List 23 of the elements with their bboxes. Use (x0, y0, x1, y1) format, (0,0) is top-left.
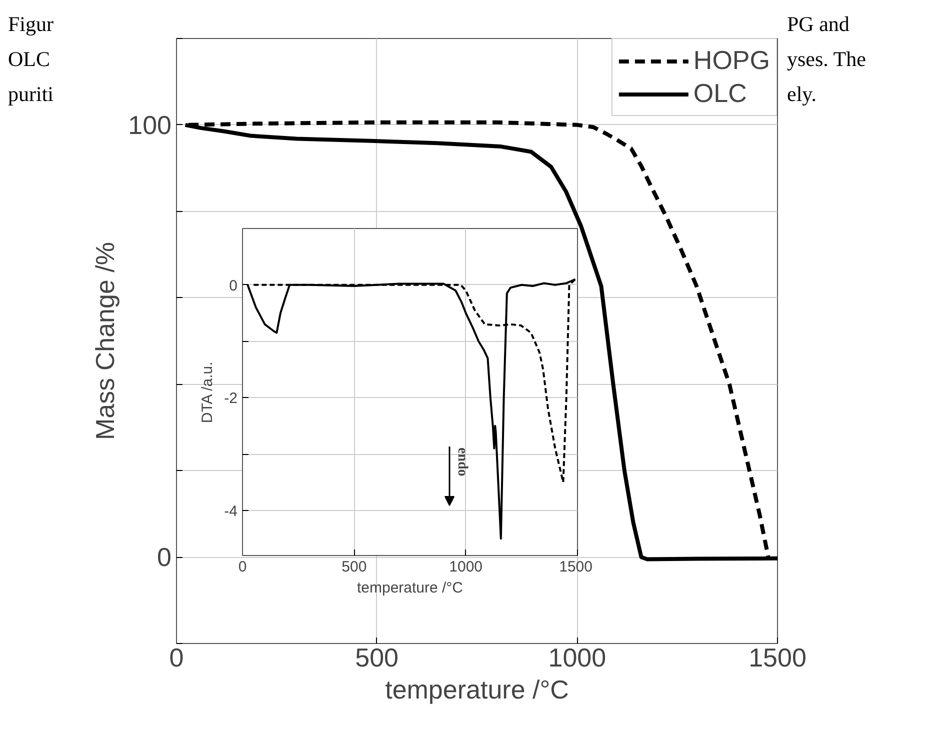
y-axis-title: Mass Change /% (90, 242, 120, 440)
x-tick-label: 1500 (559, 558, 593, 576)
text: puriti (8, 82, 54, 106)
legend-label: HOPG (693, 45, 770, 76)
text: Figur (8, 12, 54, 36)
annotation: endo (454, 448, 470, 476)
legend-label: OLC (693, 78, 747, 109)
x-tick-label: 1000 (449, 558, 483, 576)
x-axis-title: temperature /°C (356, 580, 464, 596)
text: OLC (8, 47, 50, 71)
x-tick-label: 500 (355, 642, 399, 672)
y-tick-label: -4 (224, 502, 238, 520)
x-tick-label: 1000 (548, 642, 606, 672)
x-tick-label: 500 (342, 558, 367, 576)
text: ely. (787, 82, 817, 106)
text: PG and (787, 12, 850, 36)
y-axis-title: DTA /a.u. (199, 362, 216, 424)
x-tick-label: 1500 (748, 642, 806, 672)
y-tick-label: -2 (224, 390, 238, 408)
text: yses. The (787, 47, 866, 71)
y-tick-label: 100 (128, 110, 172, 140)
y-tick-label: 0 (229, 277, 238, 294)
x-axis-title: temperature /°C (385, 674, 569, 704)
